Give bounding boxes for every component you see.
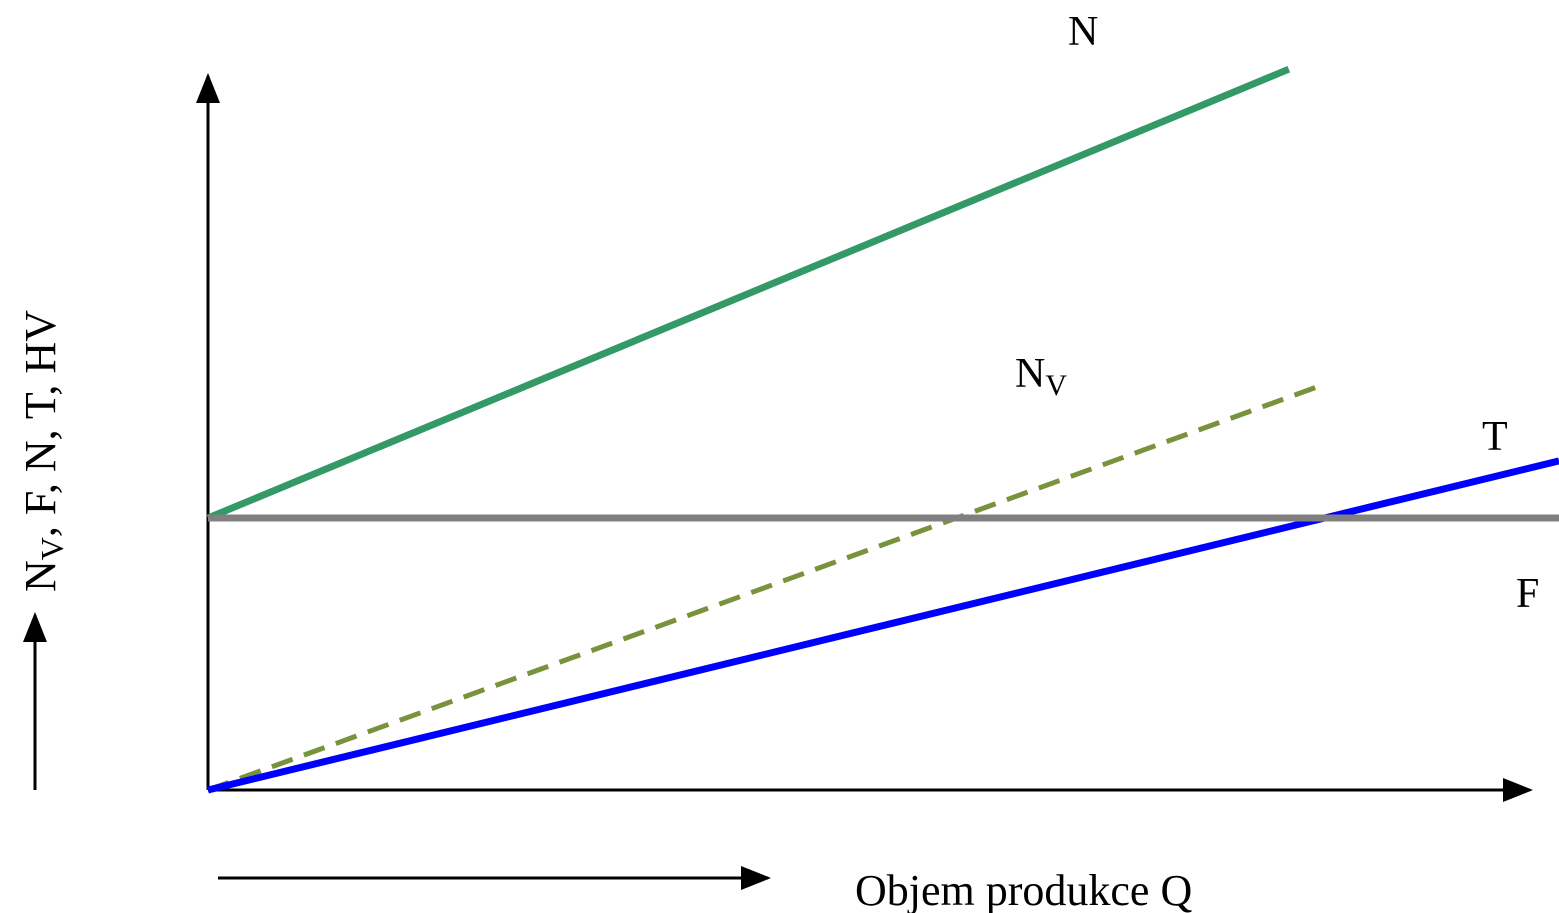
series-line-t <box>207 457 1559 794</box>
series-label-nv: NV <box>1015 351 1067 402</box>
y-axis-label: NV, F, N, T, HV <box>16 310 70 592</box>
series-layer <box>206 65 1559 794</box>
series-label-n: N <box>1068 9 1098 55</box>
series-label-t: T <box>1482 414 1508 460</box>
series-label-f: F <box>1516 571 1539 617</box>
x-axis-label: Objem produkce Q <box>855 866 1192 913</box>
series-line-n <box>206 65 1291 522</box>
series-line-nv <box>207 385 1317 793</box>
